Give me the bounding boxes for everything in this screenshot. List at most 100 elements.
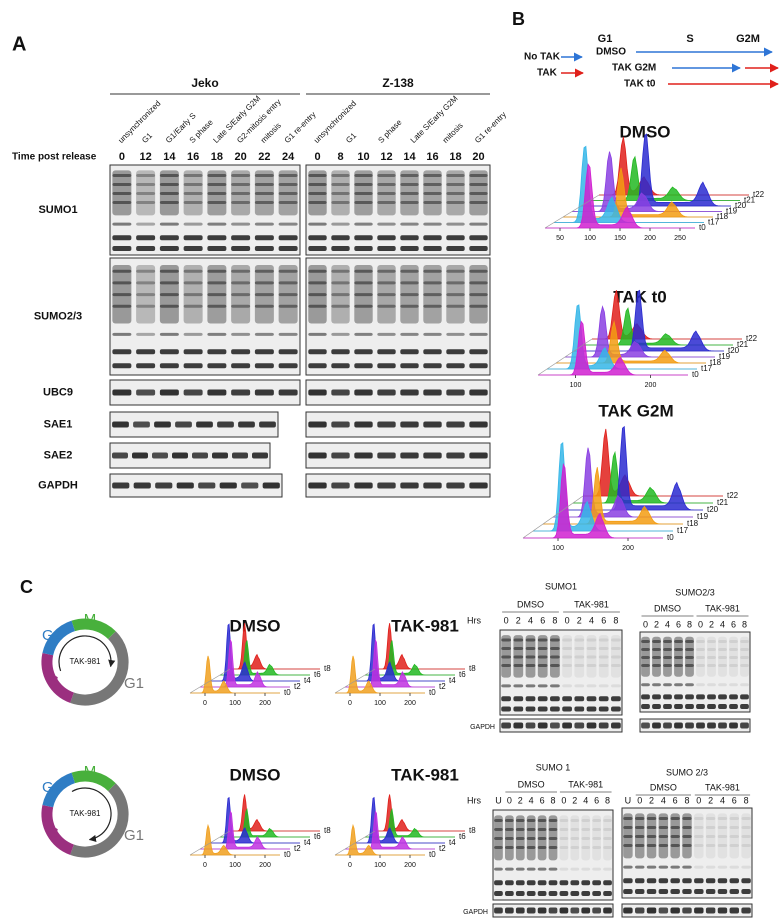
- band: [423, 281, 442, 285]
- band: [278, 246, 298, 251]
- x-tick-label: 200: [645, 382, 657, 389]
- band: [501, 655, 511, 659]
- lane-label: 0: [561, 795, 566, 805]
- band: [400, 183, 419, 186]
- band-smear: [570, 815, 580, 861]
- lane-label: 0: [643, 619, 648, 629]
- band: [574, 655, 585, 659]
- band: [663, 722, 672, 729]
- band: [207, 363, 227, 369]
- band: [377, 482, 396, 489]
- band: [231, 246, 251, 251]
- band: [550, 664, 560, 667]
- band: [670, 865, 680, 869]
- band: [231, 363, 251, 369]
- band: [377, 389, 396, 396]
- cycle-arrow: [71, 787, 112, 843]
- band-smear: [707, 636, 716, 677]
- blot-title: SUMO1: [545, 581, 577, 591]
- band: [741, 865, 751, 869]
- band: [537, 696, 548, 702]
- histogram-layer: [523, 462, 663, 539]
- band: [331, 246, 350, 251]
- band: [494, 828, 503, 831]
- band: [494, 867, 503, 871]
- band: [159, 246, 179, 251]
- series-label: t20: [735, 201, 747, 210]
- band: [623, 817, 633, 820]
- band: [537, 828, 547, 831]
- lane-label: 6: [594, 795, 599, 805]
- band-smear: [377, 265, 396, 324]
- band: [674, 683, 683, 687]
- band: [682, 817, 692, 820]
- band: [159, 174, 179, 177]
- band: [400, 269, 419, 273]
- band: [574, 696, 585, 702]
- lane-label: 8: [550, 795, 555, 805]
- loading-label: GAPDH: [463, 909, 488, 916]
- band: [515, 867, 525, 871]
- band: [685, 648, 694, 651]
- band-smear: [400, 265, 419, 324]
- band: [526, 837, 536, 840]
- band: [494, 891, 503, 896]
- band: [550, 684, 560, 688]
- band: [718, 683, 727, 687]
- band: [559, 907, 569, 914]
- histogram-layer: [345, 638, 435, 688]
- panel-label: B: [512, 9, 525, 29]
- band: [623, 889, 633, 894]
- band: [354, 174, 373, 177]
- band: [231, 269, 251, 273]
- series-label: t2: [439, 682, 446, 691]
- band: [513, 696, 524, 702]
- band: [586, 722, 597, 729]
- band: [446, 293, 465, 297]
- band: [696, 704, 705, 709]
- series-label: t4: [449, 676, 456, 685]
- band: [505, 837, 514, 840]
- band: [570, 891, 580, 896]
- band: [641, 648, 650, 651]
- cycle-phase-label: M: [84, 611, 97, 628]
- band: [377, 192, 396, 195]
- band: [537, 867, 547, 871]
- band: [423, 389, 442, 396]
- band: [377, 452, 396, 459]
- band: [278, 363, 298, 369]
- band: [136, 293, 156, 297]
- x-tick-label: 200: [404, 700, 416, 707]
- band: [574, 684, 585, 688]
- group-label: TAK-981: [574, 599, 609, 609]
- band-smear: [603, 815, 612, 861]
- series-label: t8: [324, 664, 331, 673]
- band: [183, 246, 203, 251]
- band: [548, 837, 558, 840]
- band-smear: [183, 170, 203, 216]
- band: [623, 865, 633, 869]
- band: [513, 684, 524, 688]
- band: [592, 880, 601, 886]
- band: [550, 696, 560, 702]
- band: [136, 349, 156, 355]
- band: [278, 192, 298, 195]
- series-label: t0: [284, 688, 291, 697]
- band: [652, 648, 661, 651]
- group-label: DMSO: [518, 779, 545, 789]
- band: [469, 349, 488, 355]
- band: [446, 201, 465, 204]
- band: [635, 907, 645, 914]
- band: [259, 421, 276, 428]
- time: 20: [235, 151, 247, 163]
- lane-label: 6: [731, 619, 736, 629]
- band: [446, 246, 465, 251]
- series-label: t17: [701, 364, 713, 373]
- band: [562, 696, 572, 702]
- series-label: t6: [459, 670, 466, 679]
- panel-label: A: [12, 33, 26, 55]
- series-label: t18: [717, 212, 729, 221]
- band: [308, 452, 327, 459]
- band: [525, 706, 536, 712]
- band: [377, 304, 396, 308]
